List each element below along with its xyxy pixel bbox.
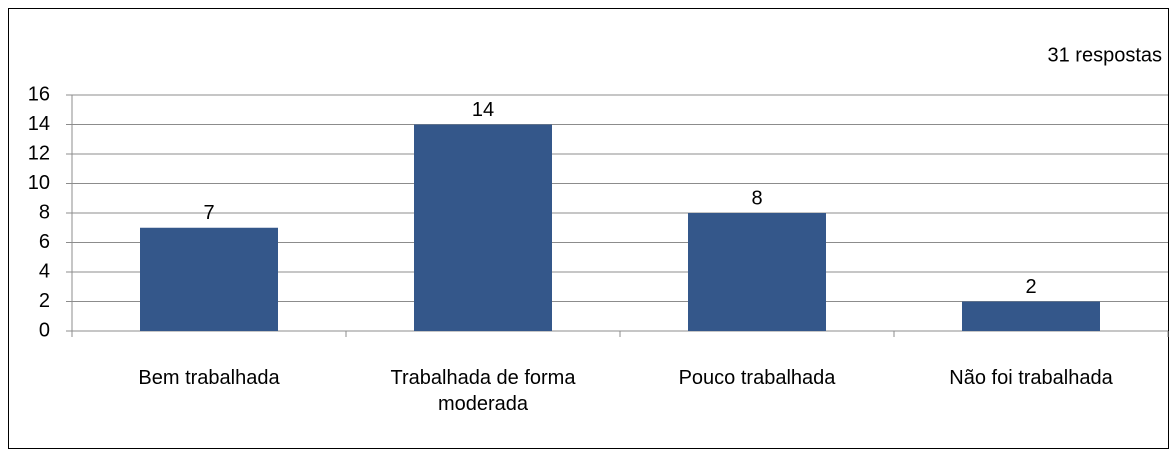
bar bbox=[688, 213, 826, 331]
x-tick-label-box: Não foi trabalhada bbox=[949, 367, 1113, 389]
y-tick-label: 6 bbox=[39, 231, 50, 253]
y-tick-label: 0 bbox=[39, 319, 50, 341]
x-tick-label-box: Pouco trabalhada bbox=[678, 367, 836, 389]
y-tick-label: 16 bbox=[28, 83, 50, 105]
x-tick-label-box: Bem trabalhada bbox=[138, 367, 280, 389]
x-tick-label: Trabalhada de forma moderada bbox=[390, 367, 576, 415]
bar bbox=[962, 301, 1100, 331]
x-tick-label: Não foi trabalhada bbox=[949, 367, 1113, 389]
x-tick-label-box: Trabalhada de forma moderada bbox=[390, 367, 576, 415]
y-tick-label: 14 bbox=[28, 113, 50, 135]
data-label: 8 bbox=[751, 187, 762, 209]
data-label: 14 bbox=[472, 99, 494, 121]
x-tick-label: Pouco trabalhada bbox=[678, 367, 836, 389]
annotation: 31 respostas bbox=[1047, 44, 1162, 66]
x-tick-label: Bem trabalhada bbox=[138, 367, 280, 389]
bar bbox=[414, 124, 552, 331]
y-tick-label: 10 bbox=[28, 172, 50, 194]
data-label: 7 bbox=[203, 202, 214, 224]
data-label: 2 bbox=[1025, 276, 1036, 298]
y-tick-label: 8 bbox=[39, 201, 50, 223]
bar bbox=[140, 227, 278, 331]
y-tick-label: 2 bbox=[39, 290, 50, 312]
y-tick-label: 4 bbox=[39, 260, 50, 282]
y-tick-label: 12 bbox=[28, 142, 50, 164]
